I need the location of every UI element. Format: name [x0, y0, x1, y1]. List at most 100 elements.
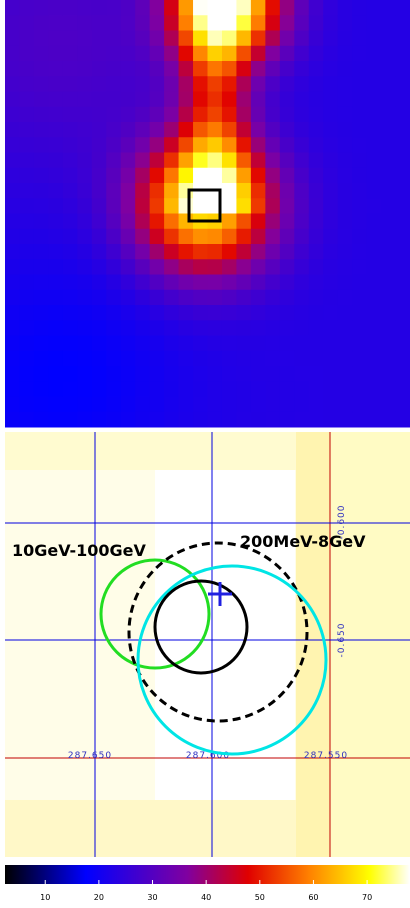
pixel [236, 381, 251, 397]
pixel [251, 259, 266, 275]
pixel [323, 61, 338, 77]
pixel [222, 31, 237, 47]
pixel [294, 412, 309, 428]
pixel [19, 15, 34, 31]
pixel [251, 183, 266, 199]
pixel [236, 168, 251, 184]
pixel [381, 31, 396, 47]
pixel [179, 381, 194, 397]
pixel [19, 0, 34, 16]
pixel [294, 259, 309, 275]
pixel [208, 46, 223, 62]
pixel [5, 214, 20, 230]
pixel [323, 137, 338, 153]
pixel [150, 397, 165, 413]
pixel [396, 61, 410, 77]
pixel [164, 351, 179, 367]
pixel [352, 153, 367, 169]
pixel [323, 320, 338, 336]
pixel [5, 290, 20, 306]
pixel [251, 336, 266, 352]
pixel [48, 214, 63, 230]
pixel [338, 61, 353, 77]
pixel [77, 290, 92, 306]
pixel [193, 259, 208, 275]
pixel [63, 107, 78, 123]
pixel [309, 305, 324, 321]
pixel [121, 244, 136, 260]
pixel [280, 397, 295, 413]
pixel [5, 198, 20, 214]
pixel [135, 168, 150, 184]
pixel [294, 305, 309, 321]
pixel [63, 0, 78, 16]
pixel [265, 381, 280, 397]
pixel [352, 92, 367, 108]
tick-label: 20 [94, 893, 104, 902]
pixel [236, 122, 251, 138]
pixel [34, 92, 49, 108]
pixel [150, 351, 165, 367]
pixel [367, 15, 382, 31]
pixel [323, 168, 338, 184]
pixel [294, 320, 309, 336]
pixel [48, 412, 63, 428]
pixel [135, 198, 150, 214]
pixel [208, 244, 223, 260]
pixel [352, 244, 367, 260]
pixel [193, 31, 208, 47]
pixel [106, 61, 121, 77]
pixel [338, 305, 353, 321]
pixel [236, 183, 251, 199]
pixel [381, 61, 396, 77]
pixel [265, 290, 280, 306]
pixel [236, 107, 251, 123]
pixel [367, 290, 382, 306]
pixel [92, 92, 107, 108]
pixel [222, 244, 237, 260]
pixel [121, 31, 136, 47]
pixel [193, 107, 208, 123]
pixel [34, 183, 49, 199]
pixel [106, 15, 121, 31]
pixel [135, 122, 150, 138]
pixel [251, 214, 266, 230]
pixel [92, 366, 107, 382]
pixel [193, 153, 208, 169]
pixel [323, 107, 338, 123]
pixel [309, 153, 324, 169]
pixel [309, 275, 324, 291]
pixel [367, 168, 382, 184]
pixel [121, 259, 136, 275]
pixel [208, 15, 223, 31]
pixel [309, 244, 324, 260]
pixel [77, 351, 92, 367]
pixel [92, 46, 107, 62]
pixel [193, 229, 208, 245]
pixel [63, 122, 78, 138]
pixel [150, 137, 165, 153]
pixel [265, 122, 280, 138]
pixel [193, 76, 208, 92]
pixel [5, 183, 20, 199]
pixel [280, 0, 295, 16]
pixel [164, 229, 179, 245]
pixel [193, 168, 208, 184]
pixel [164, 244, 179, 260]
pixel [381, 305, 396, 321]
pixel [34, 153, 49, 169]
pixel [92, 412, 107, 428]
pixel [208, 31, 223, 47]
pixel [5, 76, 20, 92]
pixel [150, 259, 165, 275]
pixel [121, 336, 136, 352]
pixel [352, 397, 367, 413]
pixel [5, 92, 20, 108]
pixel [338, 168, 353, 184]
pixel [280, 320, 295, 336]
pixel [265, 336, 280, 352]
pixel [63, 290, 78, 306]
ra-label: 287.650 [68, 751, 112, 761]
pixel [150, 198, 165, 214]
pixel [34, 244, 49, 260]
